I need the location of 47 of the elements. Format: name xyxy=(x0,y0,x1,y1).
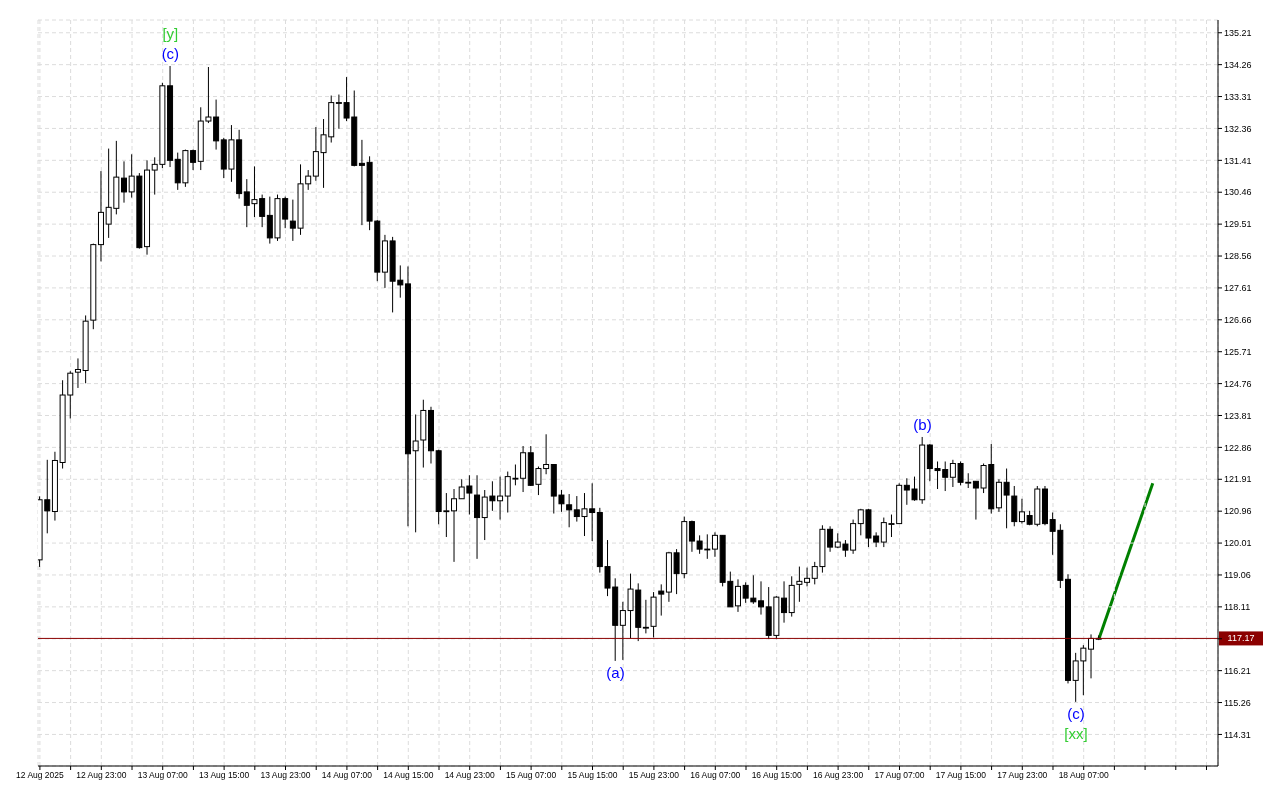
y-tick-label: 126.66 xyxy=(1224,315,1252,326)
y-tick-label: 119.06 xyxy=(1224,570,1251,581)
y-tick-label: 135.21 xyxy=(1224,27,1252,38)
x-tick-label: 14 Aug 07:00 xyxy=(321,770,373,781)
x-tick-label: 16 Aug 23:00 xyxy=(813,770,864,781)
y-tick-label: 124.76 xyxy=(1224,378,1252,389)
y-tick-label: 128.56 xyxy=(1224,251,1252,262)
y-tick-label: 114.31 xyxy=(1224,729,1251,740)
x-tick-label: 12 Aug 2025 xyxy=(16,770,65,781)
y-tick-label: 130.46 xyxy=(1224,187,1252,198)
y-tick-label: 118.11 xyxy=(1224,602,1251,613)
x-tick-label: 16 Aug 07:00 xyxy=(690,770,741,781)
y-tick-label: 120.01 xyxy=(1224,538,1252,549)
x-tick-label: 15 Aug 07:00 xyxy=(506,770,557,781)
x-tick-label: 17 Aug 15:00 xyxy=(935,770,987,781)
y-tick-label: 122.86 xyxy=(1224,442,1252,453)
y-tick-label: 129.51 xyxy=(1224,219,1252,230)
y-tick-label: 115.26 xyxy=(1224,697,1251,708)
x-tick-label: 15 Aug 15:00 xyxy=(567,770,618,781)
x-tick-label: 13 Aug 15:00 xyxy=(199,770,250,781)
y-tick-label: 116.21 xyxy=(1224,665,1251,676)
annotation: (a) xyxy=(606,663,625,681)
x-tick-label: 18 Aug 07:00 xyxy=(1058,770,1110,781)
y-tick-label: 134.26 xyxy=(1224,59,1252,70)
y-tick-label: 131.41 xyxy=(1224,155,1252,166)
annotation: (c) xyxy=(1067,704,1085,722)
x-tick-label: 17 Aug 07:00 xyxy=(874,770,925,781)
x-tick-label: 13 Aug 23:00 xyxy=(260,770,311,781)
y-tick-label: 121.91 xyxy=(1224,474,1252,485)
x-tick-label: 17 Aug 23:00 xyxy=(997,770,1048,781)
x-tick-label: 15 Aug 23:00 xyxy=(628,770,680,781)
x-tick-label: 16 Aug 15:00 xyxy=(751,770,803,781)
x-tick-label: 13 Aug 07:00 xyxy=(137,770,189,781)
x-tick-label: 14 Aug 15:00 xyxy=(383,770,434,781)
y-tick-label: 127.61 xyxy=(1224,283,1252,294)
y-tick-label: 132.36 xyxy=(1224,123,1252,134)
y-tick-label: 133.31 xyxy=(1224,91,1252,102)
annotation: (b) xyxy=(913,415,932,433)
annotation: [xx] xyxy=(1064,724,1088,742)
x-tick-label: 14 Aug 23:00 xyxy=(444,770,496,781)
y-tick-label: 125.71 xyxy=(1224,346,1252,357)
ref-line-label: 117.17 xyxy=(1227,633,1255,644)
annotation: (c) xyxy=(161,44,180,62)
y-tick-label: 123.81 xyxy=(1224,410,1252,421)
annotation: [y] xyxy=(162,24,179,42)
y-tick-label: 120.96 xyxy=(1224,506,1252,517)
x-tick-label: 12 Aug 23:00 xyxy=(76,770,127,781)
